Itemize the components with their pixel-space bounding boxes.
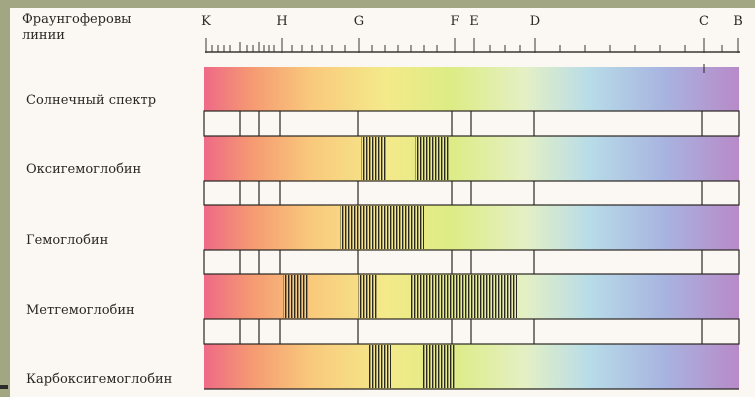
line-letter-g: G xyxy=(353,14,365,29)
absorption-band xyxy=(283,275,308,318)
line-letter-f: F xyxy=(450,14,460,29)
absorption-band xyxy=(369,345,391,388)
line-letter-e: E xyxy=(469,14,479,29)
spectrum-label-methemoglobin: Метгемоглобин xyxy=(26,303,135,318)
line-letter-h: H xyxy=(276,14,288,29)
line-letter-d: D xyxy=(529,14,541,29)
spectrum-label-solar: Солнечный спектр xyxy=(26,93,157,108)
spectrum-row-solar xyxy=(204,64,739,111)
header-line-1: Фраунгоферовы xyxy=(22,12,132,27)
absorption-band xyxy=(361,137,386,180)
fraunhofer-header: Фраунгоферовы линии xyxy=(22,12,132,44)
ruler xyxy=(205,38,740,53)
spectrum-row-carboxyhemoglobin xyxy=(204,344,739,389)
line-letter-b: B xyxy=(733,14,743,29)
spectrum-row-oxyhemoglobin xyxy=(204,136,739,181)
spectrum-row-methemoglobin xyxy=(204,274,739,319)
absorption-band xyxy=(340,206,424,249)
spectrum-label-hemoglobin: Гемоглобин xyxy=(26,233,109,248)
line-letter-c: C xyxy=(699,14,709,29)
absorption-band xyxy=(423,345,456,388)
header-line-2: линии xyxy=(22,28,65,43)
absorption-band xyxy=(410,275,517,318)
corner-mark xyxy=(0,385,8,389)
absorption-band xyxy=(358,275,377,318)
spectrum-label-oxyhemoglobin: Оксигемоглобин xyxy=(26,162,142,177)
spectrum-row-hemoglobin xyxy=(204,205,739,250)
fraunhofer-divider-ticks xyxy=(239,111,703,344)
spectrum-label-carboxyhemoglobin: Карбоксигемоглобин xyxy=(26,372,173,387)
absorption-band xyxy=(415,137,449,180)
line-letter-k: K xyxy=(201,14,211,29)
